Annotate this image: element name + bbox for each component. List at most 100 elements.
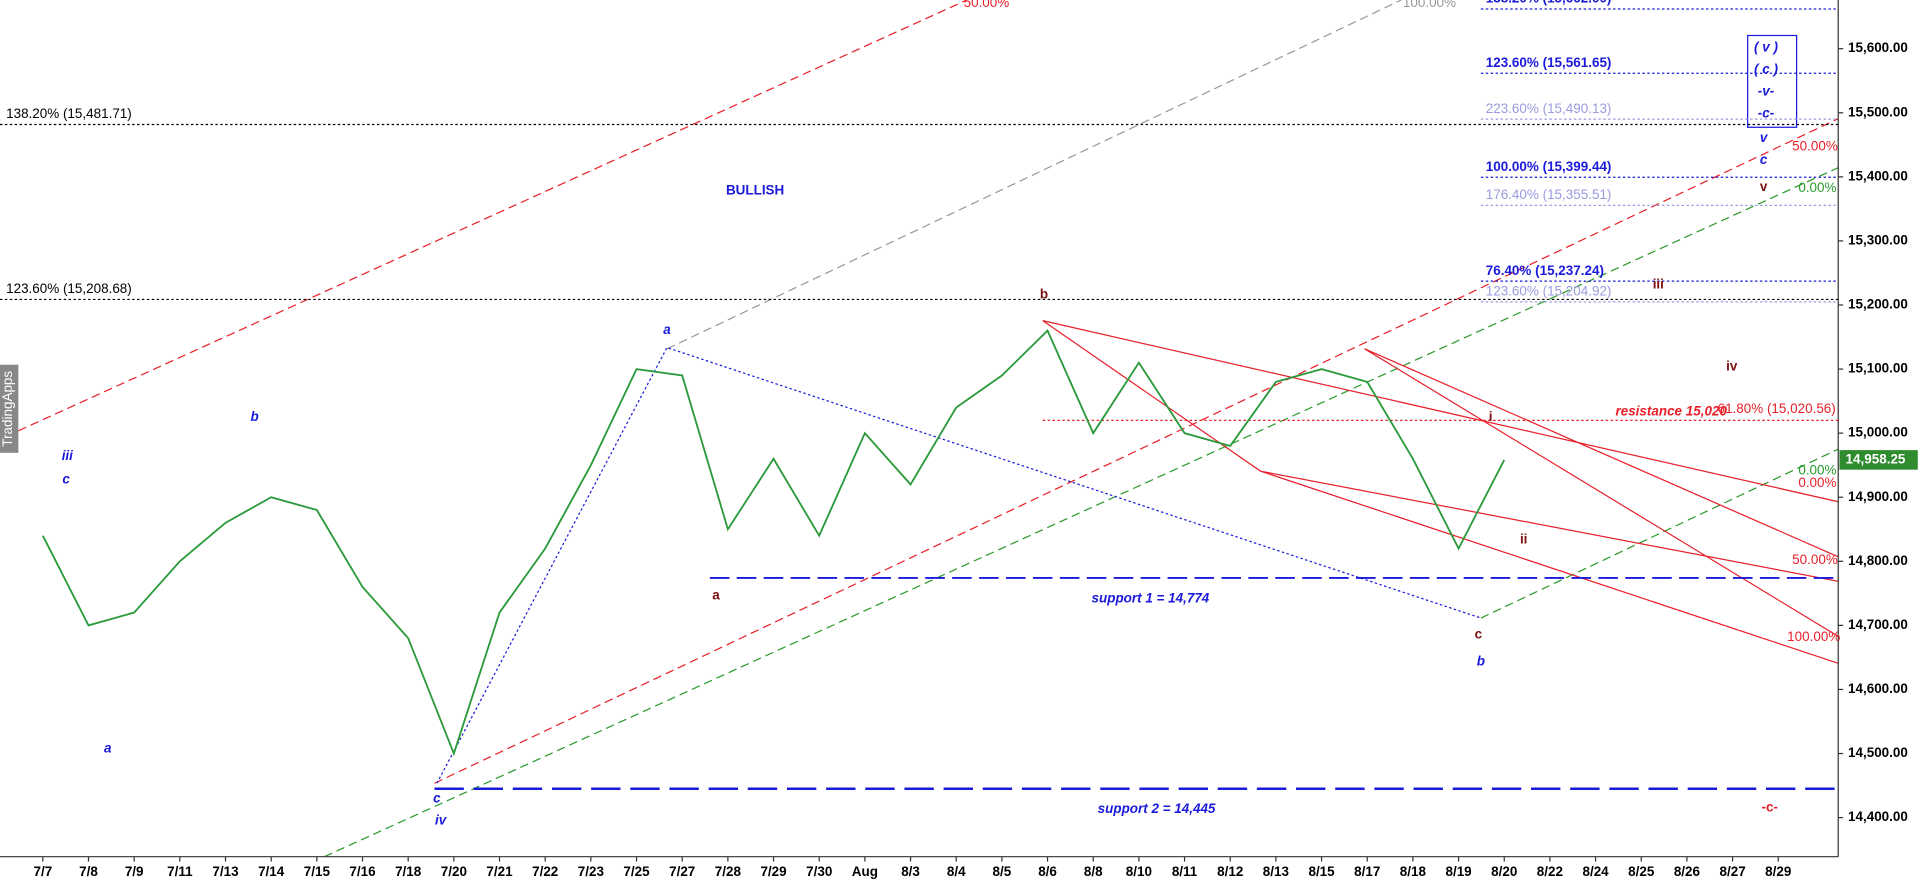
x-tick-label: 7/8: [79, 864, 98, 879]
x-tick-label: 7/23: [578, 864, 604, 879]
fib-label: 123.60% (15,561.65): [1486, 55, 1612, 70]
x-tick-label: 8/22: [1537, 864, 1563, 879]
channel-line: [1364, 348, 1839, 637]
resistance-note: 61.80% (15,020.56): [1718, 401, 1836, 416]
wave-label: a: [104, 741, 112, 756]
x-tick-label: Aug: [852, 864, 878, 879]
channel-line: [1364, 348, 1839, 558]
channel-label: 100.00%: [1403, 0, 1456, 10]
x-tick-label: 8/6: [1038, 864, 1057, 879]
x-tick-label: 7/7: [33, 864, 52, 879]
x-tick-label: 7/13: [212, 864, 238, 879]
x-tick-label: 7/14: [258, 864, 285, 879]
x-tick-label: 8/24: [1582, 864, 1609, 879]
channel-line: [324, 167, 1839, 858]
x-tick-label: 7/29: [760, 864, 786, 879]
wave-label: b: [1040, 287, 1048, 302]
wave-label: i: [1489, 409, 1493, 424]
x-tick-label: 8/3: [901, 864, 920, 879]
wave-label: c: [1475, 627, 1483, 642]
x-tick-label: 7/11: [167, 864, 193, 879]
y-tick-label: 15,100.00: [1848, 361, 1908, 376]
x-tick-label: 8/19: [1445, 864, 1471, 879]
annotation: BULLISH: [726, 182, 784, 197]
wave-line: [436, 346, 1482, 784]
x-tick-label: 8/8: [1084, 864, 1103, 879]
wave-label: iii: [1653, 277, 1664, 292]
wave-label: ii: [1520, 531, 1527, 546]
fib-label: 100.00% (15,399.44): [1486, 159, 1612, 174]
y-tick-label: 15,500.00: [1848, 104, 1908, 119]
y-tick-label: 14,700.00: [1848, 617, 1908, 632]
x-tick-label: 7/16: [349, 864, 375, 879]
x-tick-label: 8/25: [1628, 864, 1655, 879]
y-tick-label: 14,900.00: [1848, 489, 1908, 504]
resistance-label: resistance 15,020: [1615, 403, 1727, 418]
wave-label: b: [1477, 654, 1485, 669]
y-tick-label: 15,000.00: [1848, 425, 1908, 440]
fib-label: 138.20% (15,662.00): [1486, 0, 1612, 6]
wave-label: c: [433, 791, 441, 806]
box-label: -c-: [1758, 105, 1775, 120]
channel-line: [434, 118, 1839, 784]
wave-label: c: [62, 471, 70, 486]
channel-line: [18, 0, 968, 432]
y-tick-label: 15,300.00: [1848, 232, 1908, 247]
wave-label: iv: [1726, 359, 1738, 374]
wave-label: c: [1760, 152, 1768, 167]
x-tick-label: 7/21: [486, 864, 513, 879]
wave-label: a: [663, 322, 671, 337]
wave-label: v: [1760, 179, 1768, 194]
box-label: ( v ): [1754, 39, 1778, 54]
channel-line: [1260, 470, 1839, 582]
x-tick-label: 8/4: [947, 864, 966, 879]
y-tick-label: 14,800.00: [1848, 553, 1908, 568]
x-tick-label: 8/17: [1354, 864, 1380, 879]
x-tick-label: 7/15: [304, 864, 331, 879]
channel-label: 0.00%: [1798, 463, 1836, 478]
x-tick-label: 7/22: [532, 864, 558, 879]
x-tick-label: 7/9: [125, 864, 144, 879]
watermark-box: [0, 364, 19, 453]
channel-label: 0.00%: [1798, 180, 1836, 195]
x-tick-label: 8/12: [1217, 864, 1243, 879]
last-price-tag: [1839, 450, 1918, 470]
y-tick-label: 14,400.00: [1848, 809, 1908, 824]
x-tick-label: 8/27: [1719, 864, 1745, 879]
x-tick-label: 7/28: [715, 864, 742, 879]
x-tick-label: 8/5: [993, 864, 1012, 879]
fib-label: 138.20% (15,481.71): [6, 106, 132, 121]
y-tick-label: 14,600.00: [1848, 681, 1908, 696]
last-price-label: 14,958.25: [1846, 451, 1906, 466]
x-tick-label: 7/20: [441, 864, 467, 879]
x-tick-label: 7/25: [623, 864, 650, 879]
wave-label: iii: [62, 448, 73, 463]
x-tick-label: 8/29: [1765, 864, 1791, 879]
box-label: -v-: [1758, 83, 1775, 98]
channel-line: [1480, 448, 1839, 619]
fib-label: 223.60% (15,490.13): [1486, 101, 1612, 116]
box-label: ( c ): [1754, 61, 1778, 76]
channel-label: 50.00%: [964, 0, 1010, 10]
watermark: TradingApps: [0, 371, 15, 447]
fib-label: 123.60% (15,204.92): [1486, 284, 1612, 299]
y-tick-label: 14,500.00: [1848, 745, 1908, 760]
x-tick-label: 8/13: [1263, 864, 1289, 879]
x-tick-label: 8/20: [1491, 864, 1517, 879]
fib-label: 76.40% (15,237.24): [1486, 263, 1604, 278]
channel-label: 50.00%: [1792, 552, 1838, 567]
fib-label: 176.40% (15,355.51): [1486, 187, 1612, 202]
x-tick-label: 7/18: [395, 864, 422, 879]
y-tick-label: 15,600.00: [1848, 40, 1908, 55]
x-tick-label: 7/30: [806, 864, 832, 879]
x-tick-label: 8/18: [1400, 864, 1427, 879]
x-tick-label: 7/27: [669, 864, 695, 879]
fib-label: 123.60% (15,208.68): [6, 281, 132, 296]
wave-label: v: [1760, 130, 1769, 145]
channel-label: 50.00%: [1792, 138, 1838, 153]
drawings: [18, 0, 1839, 858]
x-tick-label: 8/26: [1674, 864, 1700, 879]
support-label: support 1 = 14,774: [1092, 590, 1210, 605]
wave-label: a: [712, 588, 720, 603]
